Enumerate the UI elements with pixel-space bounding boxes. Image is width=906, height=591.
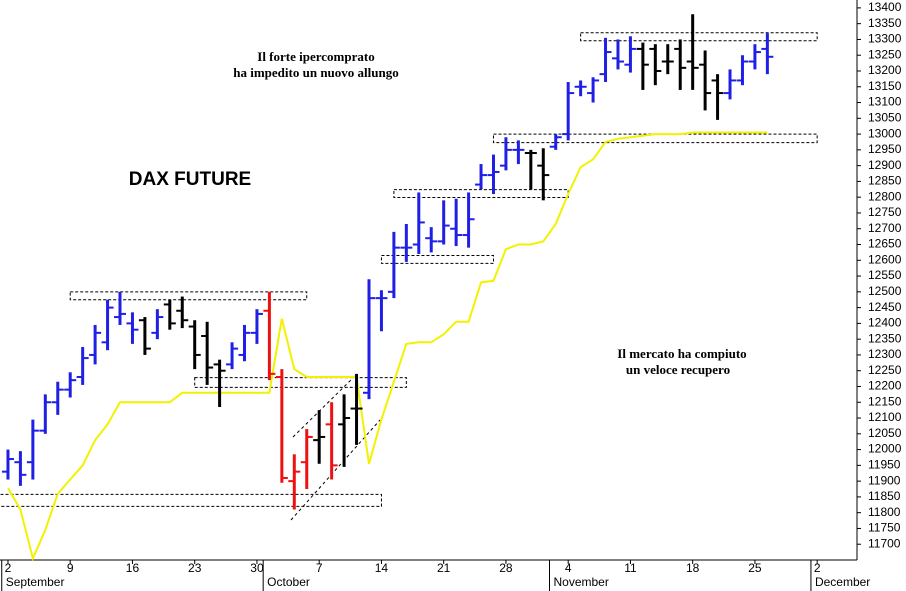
x-tick-label: 25 — [748, 561, 762, 575]
chart-title: DAX FUTURE — [129, 169, 251, 190]
zone — [380, 255, 494, 264]
y-tick-label: 12400 — [868, 316, 902, 330]
y-tick-label: 12650 — [868, 237, 902, 251]
month-label: October — [267, 575, 310, 589]
month-label: September — [6, 575, 65, 589]
y-tick-label: 13000 — [868, 126, 902, 140]
line — [7, 131, 768, 562]
x-tick-label: 30 — [250, 561, 264, 575]
y-tick-label: 13100 — [868, 95, 902, 109]
y-tick-label: 12350 — [868, 331, 902, 345]
y-tick-label: 11950 — [868, 458, 901, 472]
zone — [194, 377, 407, 388]
x-tick-label: 2 — [5, 561, 12, 575]
x-tick-label: 4 — [565, 561, 572, 575]
y-tick-label: 12950 — [868, 142, 902, 156]
y-tick-label: 12750 — [868, 205, 902, 219]
y-tick-label: 12500 — [868, 284, 902, 298]
y-tick-label: 12800 — [868, 189, 902, 203]
y-tick-label: 12600 — [868, 252, 902, 266]
y-tick-label: 12900 — [868, 158, 902, 172]
y-tick-label: 12250 — [868, 363, 902, 377]
x-tick-label: 18 — [686, 561, 700, 575]
month-label: November — [554, 575, 609, 589]
y-tick-label: 13050 — [868, 110, 902, 124]
y-tick-label: 12000 — [868, 442, 902, 456]
zone — [393, 189, 569, 198]
y-tick-label: 12050 — [868, 426, 902, 440]
zone — [580, 32, 818, 42]
x-tick-label: 14 — [375, 561, 389, 575]
zone — [492, 133, 818, 144]
annotation: ha impedito un nuovo allungo — [233, 65, 398, 80]
y-tick-label: 12200 — [868, 379, 902, 393]
annotation: un veloce recupero — [626, 362, 730, 377]
y-tick-label: 11700 — [868, 536, 901, 550]
y-tick-label: 12450 — [868, 300, 902, 314]
y-tick-label: 12100 — [868, 410, 902, 424]
x-tick-label: 23 — [188, 561, 202, 575]
x-tick-label: 28 — [499, 561, 513, 575]
zone — [0, 493, 382, 507]
y-tick-label: 11750 — [868, 521, 901, 535]
y-tick-label: 11800 — [868, 505, 901, 519]
y-tick-label: 13250 — [868, 47, 902, 61]
x-tick-label: 2 — [814, 561, 821, 575]
annotation: Il forte ipercomprato — [257, 49, 374, 64]
zone — [69, 291, 308, 301]
channel-line — [292, 374, 357, 438]
y-tick-label: 13150 — [868, 79, 902, 93]
y-tick-label: 11900 — [868, 473, 901, 487]
x-tick-label: 7 — [316, 561, 323, 575]
month-label: December — [815, 575, 870, 589]
x-tick-label: 9 — [67, 561, 74, 575]
y-tick-label: 11850 — [868, 489, 901, 503]
x-tick-label: 21 — [437, 561, 451, 575]
y-tick-label: 13200 — [868, 63, 902, 77]
y-tick-label: 12850 — [868, 174, 902, 188]
channel-line — [290, 419, 381, 521]
y-tick-label: 13300 — [868, 32, 902, 46]
annotation: Il mercato ha compiuto — [617, 346, 746, 361]
y-tick-label: 13350 — [868, 16, 902, 30]
y-tick-label: 12150 — [868, 394, 902, 408]
x-tick-label: 16 — [126, 561, 140, 575]
y-tick-label: 12300 — [868, 347, 902, 361]
y-tick-label: 13400 — [868, 0, 902, 14]
y-tick-label: 12700 — [868, 221, 902, 235]
x-tick-label: 11 — [624, 561, 637, 575]
y-tick-label: 12550 — [868, 268, 902, 282]
